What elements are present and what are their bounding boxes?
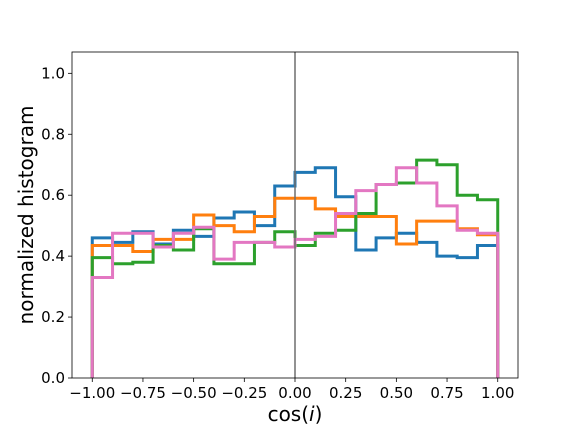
y-tick-label: 0.0 [41,369,65,387]
y-tick-label: 1.0 [41,64,65,82]
histogram-series-4 [90,166,500,378]
y-axis-label: normalized histogram [14,106,38,325]
x-axis-ticks: −1.00 −0.75 −0.50 −0.25 0.00 0.25 0.50 0.75 1.00 [69,378,514,402]
x-tick-label: 0.00 [278,384,311,402]
x-tick-label: 0.50 [380,384,413,402]
y-tick-label: 0.8 [41,125,65,143]
x-tick-label: 0.75 [430,384,463,402]
x-tick-label: 0.25 [329,384,362,402]
x-tick-label: −0.75 [120,384,166,402]
x-axis-label-var: i [309,402,315,426]
y-tick-label: 0.6 [41,186,65,204]
x-tick-label: 1.00 [481,384,514,402]
x-axis-label: cos(i) [268,402,323,426]
y-axis-ticks: 0.0 0.2 0.4 0.6 0.8 1.0 [41,64,72,387]
x-tick-label: −0.25 [221,384,267,402]
x-axis-label-close: ) [315,402,323,426]
y-tick-label: 0.2 [41,308,65,326]
x-tick-label: −1.00 [69,384,115,402]
x-tick-label: −0.50 [171,384,217,402]
x-axis-label-func: cos( [268,402,309,426]
y-tick-label: 0.4 [41,247,65,265]
